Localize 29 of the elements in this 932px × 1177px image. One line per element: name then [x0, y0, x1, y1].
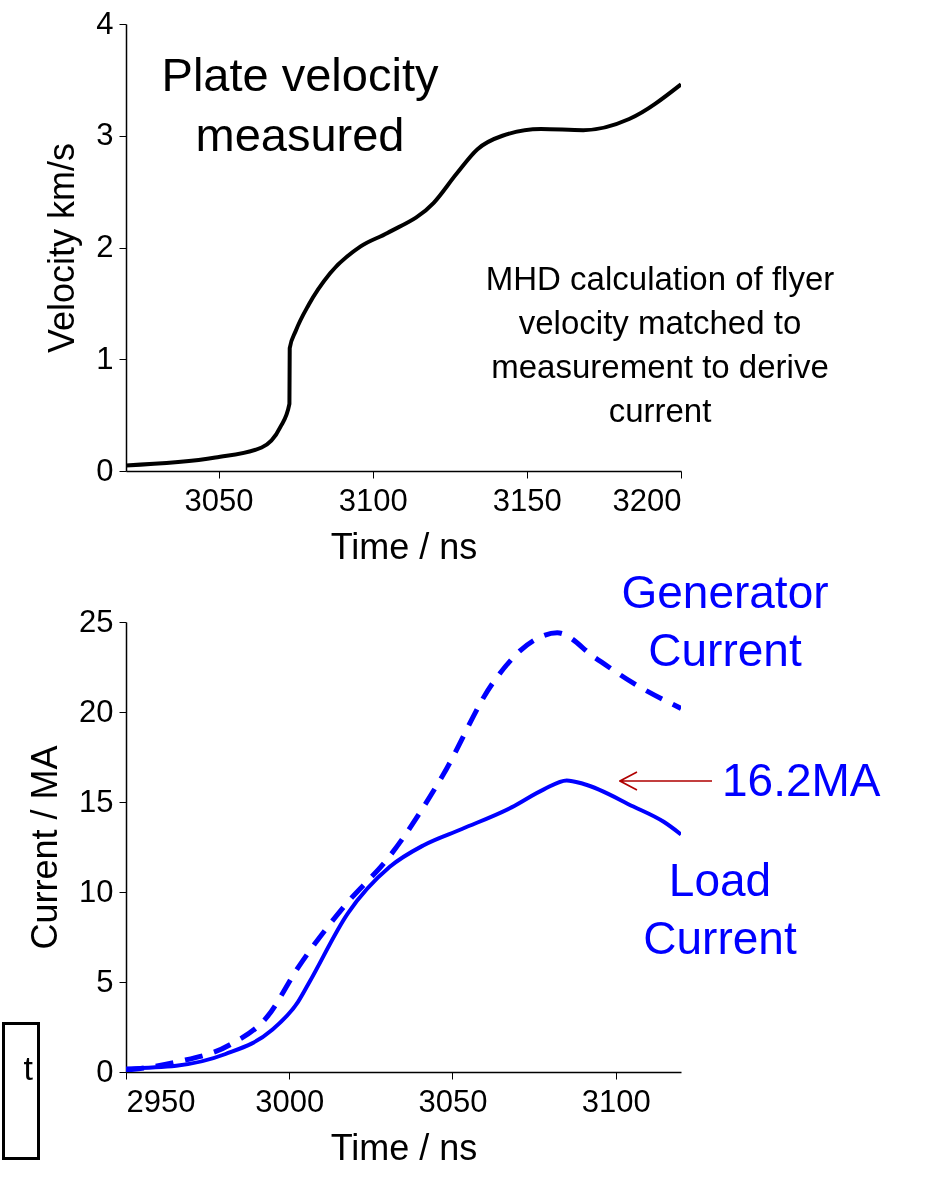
x-tick-label: 3000 [255, 1083, 325, 1119]
text: Plate velocity measured [161, 48, 439, 161]
y-tick-label: 1 [96, 340, 114, 376]
y-tick-label: 5 [96, 963, 114, 999]
y-tick-label: 25 [79, 603, 114, 639]
x-tick-label: 2950 [126, 1083, 196, 1119]
x-tick-label: 3100 [581, 1083, 651, 1119]
series-label: Generator Current [621, 566, 829, 676]
y-axis-title: Current / MA [24, 745, 66, 950]
y-tick-label: 20 [79, 693, 114, 729]
y-tick-label: 10 [79, 873, 114, 909]
x-tick-label: 3050 [418, 1083, 488, 1119]
framed-box: t [2, 1022, 40, 1160]
x-axis-title: Time / ns [330, 1126, 478, 1168]
y-tick-label: 0 [96, 452, 114, 488]
text: 16.2MA [722, 754, 881, 806]
x-tick-label: 3050 [184, 482, 254, 518]
y-tick-label: 15 [79, 783, 114, 819]
y-tick-label: 4 [96, 5, 114, 41]
y-tick-label: 2 [96, 229, 114, 264]
y-axis-title: Velocity km/s [41, 142, 83, 354]
y-tick-label: 0 [96, 1053, 114, 1089]
y-tick-label: 3 [96, 117, 114, 153]
annotation: MHD calculation of flyer velocity matched to measurement to derive current [485, 260, 835, 429]
x-tick-label: 3150 [492, 482, 562, 518]
series-label: Load Current [643, 854, 797, 964]
x-tick-label: 3200 [612, 482, 682, 518]
x-axis-title: Time / ns [330, 525, 478, 567]
x-tick-label: 3100 [338, 482, 408, 518]
